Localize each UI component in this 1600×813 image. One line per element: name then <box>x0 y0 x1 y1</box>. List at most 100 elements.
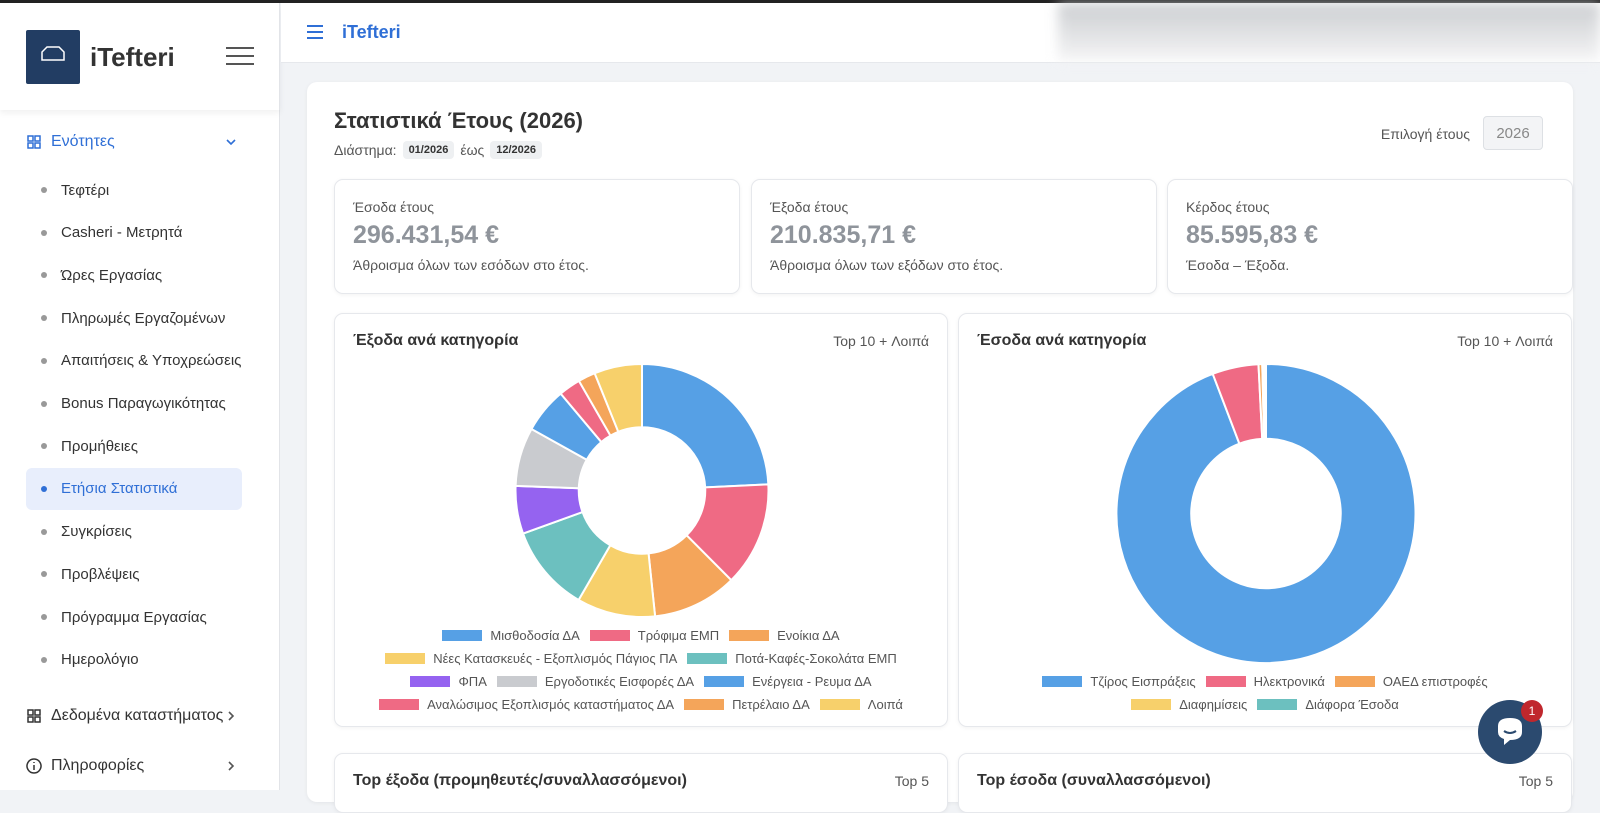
logo-icon <box>41 46 65 61</box>
legend-swatch <box>1257 698 1298 710</box>
legend-item[interactable]: Λοιπά <box>819 696 903 712</box>
legend-item[interactable]: Εργοδοτικές Εισφορές ΔΑ <box>496 673 695 689</box>
kpi-note: Άθροισμα όλων των εξόδων στο έτος. <box>770 257 1004 273</box>
kpi-value: 210.835,71 € <box>770 221 916 249</box>
bullet <box>41 187 47 193</box>
section-icon <box>26 758 42 774</box>
bullet <box>41 528 47 535</box>
legend-swatch <box>729 629 770 641</box>
legend-item[interactable]: Τζίρος Εισπράξεις <box>1042 673 1196 689</box>
legend-item[interactable]: Τρόφιμα ΕΜΠ <box>589 627 720 643</box>
legend-label: Τρόφιμα ΕΜΠ <box>637 627 720 643</box>
legend-item[interactable]: Ενέργεια - Ρευμα ΔΑ <box>704 673 872 689</box>
bullet <box>41 229 47 236</box>
logo[interactable] <box>26 30 80 84</box>
kpi-note: Έσοδα – Έξοδα. <box>1186 257 1290 273</box>
menu-item[interactable]: Προβλέψεις <box>26 553 242 595</box>
year-input[interactable]: 2026 <box>1483 116 1543 150</box>
chevron-shape <box>228 761 235 771</box>
menu-item-label: Απαιτήσεις & Υποχρεώσεις <box>61 352 242 370</box>
menu-item[interactable]: Απαιτήσεις & Υποχρεώσεις <box>26 340 242 382</box>
menu-item-label: Τεφτέρι <box>61 181 110 199</box>
legend-item[interactable]: Ποτά-Καφές-Σοκολάτα ΕΜΠ <box>687 650 897 666</box>
donut-slice[interactable] <box>593 362 643 434</box>
menu-item-label: Bonus Παραγωγικότητας <box>61 395 226 412</box>
legend-swatch <box>684 698 725 710</box>
bottom-card-title: Top έσοδα (συναλλασσόμενοι) <box>977 772 1211 789</box>
legend-swatch <box>687 652 728 664</box>
legend-item[interactable]: Διαφημίσεις <box>1131 696 1247 712</box>
donut-slice[interactable] <box>1263 362 1267 440</box>
period-label: Διάστημα: <box>334 142 397 158</box>
menu-item[interactable]: Τεφτέρι <box>26 169 242 211</box>
legend-item[interactable]: Διάφορα Έσοδα <box>1257 696 1399 712</box>
bullet <box>41 357 47 364</box>
topbar-title: iTefteri <box>342 22 401 42</box>
legend-swatch <box>1131 698 1172 710</box>
bullet <box>41 315 47 322</box>
legend-item[interactable]: Νέες Κατασκευές - Εξοπλισμός Πάγιος ΠΑ <box>385 650 677 666</box>
donut-slice[interactable] <box>641 362 770 489</box>
legend-swatch <box>379 698 420 710</box>
legend-item[interactable]: ΦΠΑ <box>410 673 487 689</box>
page-title: Στατιστικά Έτους (2026) <box>334 108 584 133</box>
legend-label: Διάφορα Έσοδα <box>1305 696 1399 712</box>
chevron-shape <box>226 139 236 146</box>
legend-label: Εργοδοτικές Εισφορές ΔΑ <box>544 673 695 689</box>
legend-item[interactable]: ΟΑΕΔ επιστροφές <box>1334 673 1488 689</box>
section-label: Δεδομένα καταστήματος <box>51 707 224 724</box>
section-label: Ενότητες <box>51 133 115 150</box>
menu-item-label: Casheri - Μετρητά <box>61 224 183 242</box>
donut-chart <box>1115 362 1417 664</box>
kpi-note: Άθροισμα όλων των εσόδων στο έτος. <box>353 257 589 273</box>
donut-chart <box>514 362 770 618</box>
menu-item[interactable]: Συγκρίσεις <box>26 511 242 553</box>
legend-label: ΦΠΑ <box>458 673 487 689</box>
menu-section[interactable]: Πληροφορίες <box>26 751 246 781</box>
bullet <box>41 614 47 620</box>
year-label: Επιλογή έτους <box>1380 126 1470 142</box>
kpi-value: 296.431,54 € <box>353 221 499 249</box>
chat-badge: 1 <box>1521 700 1543 722</box>
legend-item[interactable]: Αναλώσιμος Εξοπλισμός καταστήματος ΔΑ <box>379 696 674 712</box>
menu-item[interactable]: Προμήθειες <box>26 425 242 467</box>
icon-shape <box>27 709 41 723</box>
bullet <box>41 443 47 450</box>
legend-swatch <box>1334 675 1375 687</box>
legend-item[interactable]: Ενοίκια ΔΑ <box>729 627 840 643</box>
bullet <box>41 485 47 492</box>
menu-item[interactable]: Bonus Παραγωγικότητας <box>26 383 242 425</box>
chart-subtitle: Top 10 + Λοιπά <box>1457 333 1553 349</box>
kpi-card: Έξοδα έτους 210.835,71 € Άθροισμα όλων των… <box>751 179 1157 294</box>
kpi-label: Κέρδος έτους <box>1186 199 1270 215</box>
menu-item-label: Προβλέψεις <box>61 565 140 583</box>
sidebar-toggle[interactable] <box>226 47 254 67</box>
donut-slice[interactable] <box>1115 362 1417 664</box>
menu-item[interactable]: Πρόγραμμα Εργασίας <box>26 596 242 638</box>
legend-label: Νέες Κατασκευές - Εξοπλισμός Πάγιος ΠΑ <box>433 650 678 666</box>
menu-section[interactable]: Ενότητες <box>26 127 246 157</box>
menu-item[interactable]: Casheri - Μετρητά <box>26 212 242 254</box>
legend-label: Διαφημίσεις <box>1179 696 1248 712</box>
bottom-card-note: Top 5 <box>894 773 929 789</box>
menu-icon[interactable] <box>306 24 324 40</box>
legend-item[interactable]: Ηλεκτρονικά <box>1205 673 1325 689</box>
legend-label: Ηλεκτρονικά <box>1253 673 1325 689</box>
legend-label: ΟΑΕΔ επιστροφές <box>1382 673 1488 689</box>
menu-item[interactable]: Ώρες Εργασίας <box>26 254 242 296</box>
legend-item[interactable]: Μισθοδοσία ΔΑ <box>442 627 580 643</box>
legend-label: Μισθοδοσία ΔΑ <box>490 627 580 643</box>
legend-swatch <box>1042 675 1083 687</box>
bullet <box>41 571 47 578</box>
legend-item[interactable]: Πετρέλαιο ΔΑ <box>684 696 810 712</box>
legend-swatch <box>410 675 451 687</box>
brand-bar: iTefteri <box>0 3 280 110</box>
menu-item[interactable]: Ετήσια Στατιστικά <box>26 467 242 510</box>
menu-item-label: Ημερολόγιο <box>61 651 139 669</box>
menu-item[interactable]: Πληρωμές Εργαζομένων <box>26 297 242 339</box>
legend: Μισθοδοσία ΔΑ Τρόφιμα ΕΜΠ Ενοίκια ΔΑ Νέες Κ… <box>375 627 907 712</box>
menu-item[interactable]: Ημερολόγιο <box>26 639 242 681</box>
menu-section[interactable]: Δεδομένα καταστήματος <box>26 701 246 731</box>
menu-item-label: Πρόγραμμα Εργασίας <box>61 608 207 626</box>
